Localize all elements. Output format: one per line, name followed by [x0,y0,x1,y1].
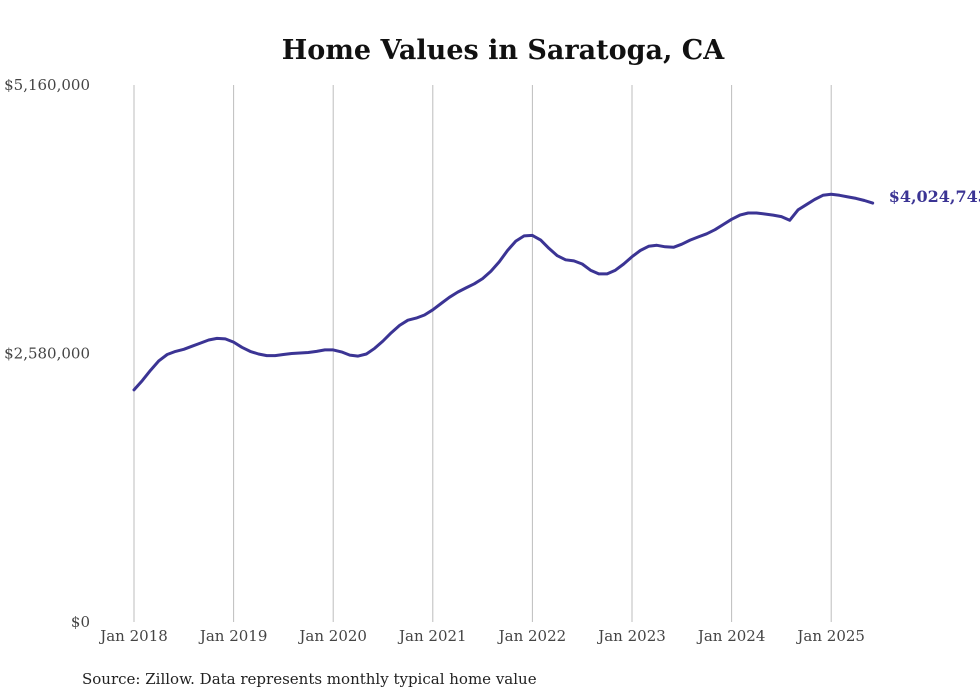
x-tick-label: Jan 2024 [696,627,766,645]
chart-title: Home Values in Saratoga, CA [282,35,725,66]
end-value-label: $4,024,743 [889,187,980,206]
x-tick-label: Jan 2023 [596,627,666,645]
x-axis-ticks: Jan 2018 Jan 2019 Jan 2020 Jan 2021 Jan 2022… [98,627,865,645]
y-tick-label: $5,160,000 [4,76,90,94]
y-tick-label: $0 [71,613,90,631]
y-axis-ticks: $0 $2,580,000 $5,160,000 [4,76,90,631]
series-line-home-value [132,192,875,392]
x-tick-label: Jan 2022 [497,627,567,645]
x-tick-label: Jan 2019 [198,627,268,645]
x-tick-label: Jan 2020 [297,627,367,645]
x-tick-label: Jan 2025 [795,627,865,645]
x-tick-label: Jan 2021 [397,627,467,645]
source-note: Source: Zillow. Data represents monthly … [82,670,537,688]
y-tick-label: $2,580,000 [4,345,90,363]
x-tick-label: Jan 2018 [98,627,168,645]
grid-lines [133,85,832,622]
